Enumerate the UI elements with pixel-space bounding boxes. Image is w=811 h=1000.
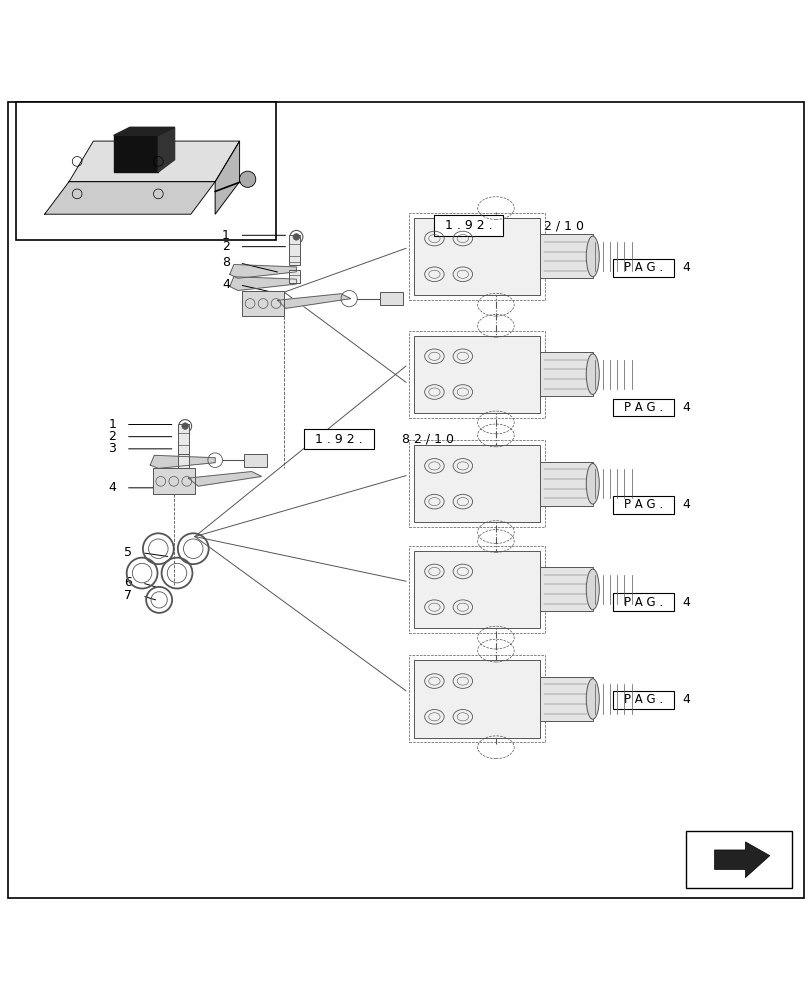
Bar: [685, 831, 791, 888]
Text: 1: 1: [221, 229, 230, 242]
Ellipse shape: [586, 679, 599, 719]
Bar: [178, 424, 189, 454]
Ellipse shape: [586, 569, 599, 610]
Bar: [414, 336, 539, 413]
Bar: [414, 660, 539, 738]
Polygon shape: [277, 294, 350, 308]
Bar: [409, 546, 544, 633]
Bar: [409, 655, 544, 742]
Polygon shape: [45, 182, 215, 214]
Polygon shape: [69, 141, 239, 182]
Text: 4: 4: [108, 481, 116, 494]
Polygon shape: [114, 127, 174, 135]
Text: 4: 4: [681, 401, 689, 414]
Bar: [409, 213, 544, 300]
Polygon shape: [114, 135, 158, 172]
Bar: [539, 677, 592, 721]
Text: 4: 4: [221, 278, 230, 291]
Circle shape: [293, 234, 299, 240]
Text: 8 2 / 1 0: 8 2 / 1 0: [401, 433, 453, 446]
Text: 1 . 9 2 .: 1 . 9 2 .: [444, 219, 492, 232]
Text: P A G .: P A G .: [623, 498, 663, 511]
Bar: [612, 398, 673, 416]
Bar: [612, 259, 673, 277]
Text: P A G .: P A G .: [623, 596, 663, 609]
Ellipse shape: [586, 236, 599, 277]
Circle shape: [239, 171, 255, 187]
Bar: [539, 567, 592, 611]
Text: 7: 7: [124, 589, 132, 602]
Text: 2: 2: [108, 430, 116, 443]
Text: 4: 4: [681, 498, 689, 511]
Text: 3: 3: [108, 442, 116, 455]
Bar: [152, 468, 195, 494]
Text: 8 2 / 1 0: 8 2 / 1 0: [531, 219, 583, 232]
Bar: [409, 331, 544, 418]
Bar: [289, 270, 300, 283]
Bar: [409, 440, 544, 527]
Text: 8: 8: [221, 256, 230, 269]
Bar: [539, 352, 592, 396]
Bar: [178, 454, 189, 468]
Polygon shape: [714, 842, 769, 878]
Polygon shape: [215, 141, 239, 214]
Bar: [304, 429, 373, 449]
Text: P A G .: P A G .: [623, 693, 663, 706]
Bar: [16, 102, 276, 240]
Text: 1: 1: [108, 418, 116, 431]
Polygon shape: [230, 265, 296, 278]
Text: 1 . 9 2 .: 1 . 9 2 .: [315, 433, 363, 446]
Polygon shape: [150, 455, 215, 468]
Text: 4: 4: [681, 693, 689, 706]
Bar: [414, 218, 539, 295]
Bar: [289, 235, 300, 265]
Bar: [612, 496, 673, 514]
Bar: [434, 215, 503, 236]
Ellipse shape: [586, 463, 599, 504]
Bar: [242, 291, 284, 316]
Bar: [414, 445, 539, 522]
Circle shape: [182, 423, 188, 429]
Text: 4: 4: [681, 596, 689, 609]
Text: P A G .: P A G .: [623, 261, 663, 274]
Bar: [612, 593, 673, 611]
Polygon shape: [230, 277, 296, 291]
Bar: [539, 234, 592, 278]
Polygon shape: [158, 127, 174, 172]
Bar: [380, 292, 402, 305]
Bar: [244, 454, 267, 467]
Ellipse shape: [586, 354, 599, 394]
Text: 2: 2: [221, 240, 230, 253]
Text: P A G .: P A G .: [623, 401, 663, 414]
Polygon shape: [188, 472, 261, 486]
Bar: [414, 551, 539, 628]
Bar: [539, 462, 592, 506]
Text: 4: 4: [681, 261, 689, 274]
Text: 5: 5: [124, 546, 132, 559]
Text: 6: 6: [124, 576, 132, 589]
Bar: [612, 691, 673, 709]
